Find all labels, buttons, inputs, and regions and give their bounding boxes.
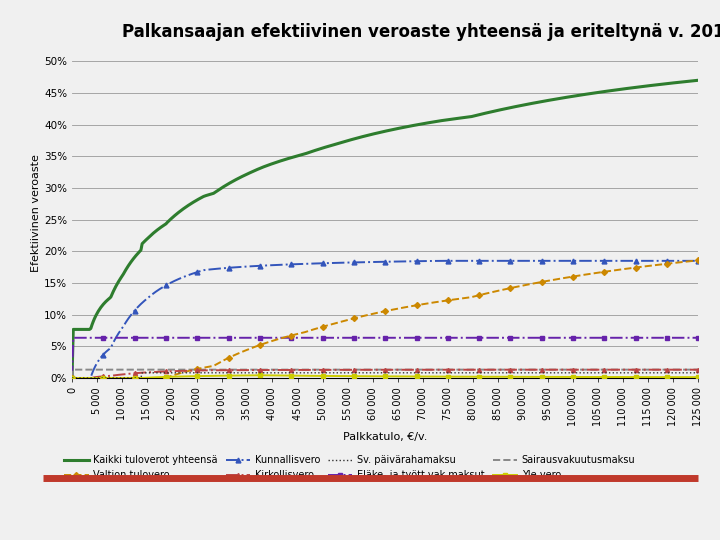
- Kunnallisvero: [223, 265, 232, 271]
- Sv. päivärahamaksu: [480, 369, 488, 376]
- Kirkollisvero: [588, 367, 596, 373]
- Yle-vero: [223, 373, 232, 379]
- Kaikki tuloverot yhteensä: [694, 77, 703, 84]
- Legend: Kaikki tuloverot yhteensä, Valtion tulovero, Kunnallisvero, Kirkollisvero, Sv. p: Kaikki tuloverot yhteensä, Valtion tulov…: [64, 455, 636, 480]
- Kunnallisvero: [694, 258, 703, 264]
- Kirkollisvero: [472, 367, 481, 373]
- Eläke- ja tyött.vak.maksut: [225, 335, 233, 341]
- Sv. päivärahamaksu: [588, 369, 596, 376]
- Kaikki tuloverot yhteensä: [479, 111, 487, 117]
- Text: Palkansaajan efektiivinen veroaste yhteensä ja eriteltynä v. 2015: Palkansaajan efektiivinen veroaste yhtee…: [122, 23, 720, 42]
- Y-axis label: Efektiivinen veroaste: Efektiivinen veroaste: [31, 154, 41, 272]
- Kunnallisvero: [480, 258, 488, 264]
- Sairausvakuutusmaksu: [76, 367, 85, 373]
- Valtion tulovero: [68, 375, 76, 381]
- Kirkollisvero: [296, 367, 305, 373]
- Eläke- ja tyött.vak.maksut: [472, 335, 481, 341]
- Eläke- ja tyött.vak.maksut: [251, 335, 259, 341]
- Eläke- ja tyött.vak.maksut: [297, 335, 305, 341]
- Yle-vero: [297, 373, 305, 379]
- Sv. päivärahamaksu: [472, 369, 481, 376]
- X-axis label: Palkkatulo, €/v.: Palkkatulo, €/v.: [343, 431, 428, 442]
- Line: Eläke- ja tyött.vak.maksut: Eläke- ja tyött.vak.maksut: [70, 335, 701, 381]
- Sairausvakuutusmaksu: [694, 367, 703, 373]
- Yle-vero: [258, 372, 266, 379]
- Sairausvakuutusmaksu: [588, 367, 596, 373]
- Sairausvakuutusmaksu: [480, 367, 488, 373]
- Kirkollisvero: [480, 367, 488, 373]
- Valtion tulovero: [586, 271, 595, 277]
- Kaikki tuloverot yhteensä: [68, 375, 76, 381]
- Yle-vero: [588, 374, 596, 380]
- Yle-vero: [472, 374, 481, 380]
- Kunnallisvero: [249, 263, 258, 269]
- Yle-vero: [480, 374, 488, 380]
- Sv. päivärahamaksu: [225, 369, 233, 376]
- Kirkollisvero: [68, 375, 76, 381]
- Valtion tulovero: [296, 330, 305, 336]
- Eläke- ja tyött.vak.maksut: [694, 335, 703, 341]
- Kaikki tuloverot yhteensä: [249, 168, 258, 174]
- Line: Valtion tulovero: Valtion tulovero: [70, 258, 701, 380]
- Sv. päivärahamaksu: [68, 375, 76, 381]
- Kirkollisvero: [438, 367, 447, 373]
- Line: Sairausvakuutusmaksu: Sairausvakuutusmaksu: [72, 370, 698, 378]
- Valtion tulovero: [249, 344, 258, 350]
- Kunnallisvero: [296, 261, 305, 267]
- Sv. päivärahamaksu: [297, 369, 305, 376]
- Valtion tulovero: [223, 355, 232, 362]
- Line: Kaikki tuloverot yhteensä: Kaikki tuloverot yhteensä: [72, 80, 698, 378]
- Sairausvakuutusmaksu: [68, 375, 76, 381]
- Kunnallisvero: [588, 258, 596, 264]
- Yle-vero: [694, 374, 703, 380]
- Line: Sv. päivärahamaksu: Sv. päivärahamaksu: [72, 373, 698, 378]
- Sairausvakuutusmaksu: [251, 367, 259, 373]
- Eläke- ja tyött.vak.maksut: [69, 335, 78, 341]
- Kaikki tuloverot yhteensä: [296, 152, 305, 158]
- Sv. päivärahamaksu: [138, 369, 146, 376]
- Kirkollisvero: [694, 367, 703, 373]
- Valtion tulovero: [694, 257, 703, 264]
- Line: Kunnallisvero: Kunnallisvero: [70, 259, 701, 381]
- Eläke- ja tyött.vak.maksut: [480, 335, 488, 341]
- Kaikki tuloverot yhteensä: [471, 112, 480, 119]
- Kaikki tuloverot yhteensä: [223, 181, 232, 188]
- Yle-vero: [68, 375, 76, 381]
- Valtion tulovero: [479, 291, 487, 298]
- Sairausvakuutusmaksu: [472, 367, 481, 373]
- Kunnallisvero: [68, 375, 76, 381]
- Eläke- ja tyött.vak.maksut: [588, 335, 596, 341]
- Kunnallisvero: [472, 258, 481, 264]
- Sv. päivärahamaksu: [251, 369, 259, 376]
- Kunnallisvero: [471, 258, 480, 264]
- Line: Kirkollisvero: Kirkollisvero: [70, 368, 701, 380]
- Kaikki tuloverot yhteensä: [586, 90, 595, 97]
- Kirkollisvero: [249, 367, 258, 373]
- Valtion tulovero: [471, 293, 480, 299]
- Line: Yle-vero: Yle-vero: [71, 374, 700, 380]
- Kirkollisvero: [223, 367, 232, 374]
- Sairausvakuutusmaksu: [225, 367, 233, 373]
- Eläke- ja tyött.vak.maksut: [68, 375, 76, 381]
- Sv. päivärahamaksu: [694, 369, 703, 376]
- Yle-vero: [249, 372, 258, 379]
- Sairausvakuutusmaksu: [297, 367, 305, 373]
